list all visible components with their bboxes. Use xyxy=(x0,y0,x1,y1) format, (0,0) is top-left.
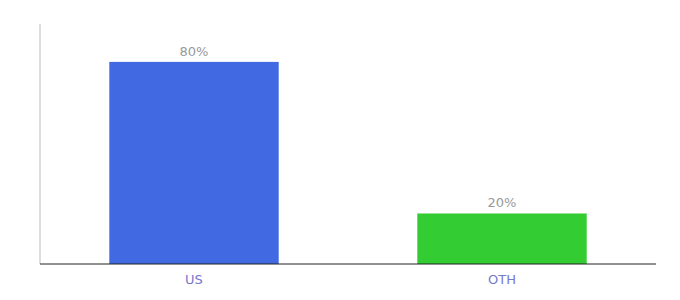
bars xyxy=(109,62,586,264)
data-label: 80% xyxy=(180,44,209,59)
data-label: 20% xyxy=(488,195,517,210)
bar xyxy=(417,213,586,264)
chart-svg: US OTH 80% 20% xyxy=(0,0,680,300)
x-axis-line xyxy=(40,264,656,265)
chart-container: US OTH 80% 20% xyxy=(0,0,680,300)
x-tick-label: US xyxy=(185,272,203,287)
y-axis-line xyxy=(40,24,41,264)
x-tick-label: OTH xyxy=(488,272,516,287)
bar xyxy=(109,62,278,264)
